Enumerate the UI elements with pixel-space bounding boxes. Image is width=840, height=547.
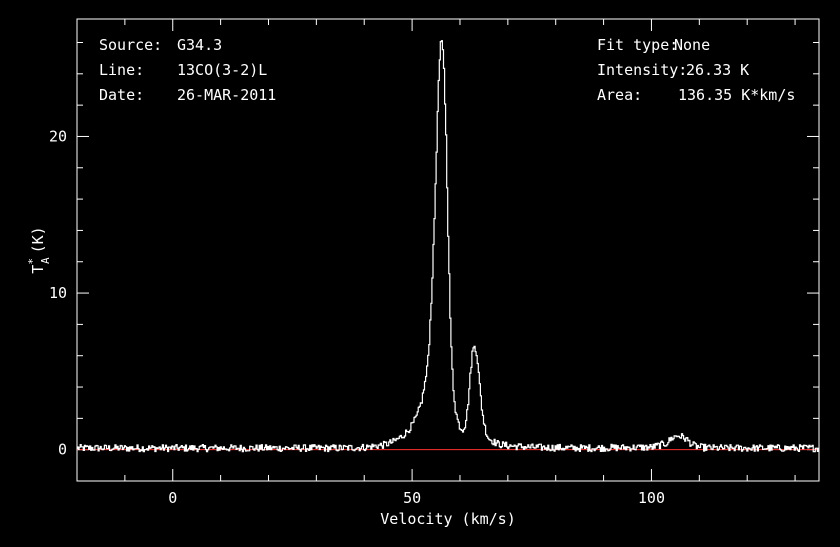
fit-type-label: Fit type: bbox=[597, 36, 678, 54]
intensity-label: Intensity: bbox=[597, 61, 687, 79]
spectrum-line bbox=[77, 40, 819, 453]
y-label-main: T bbox=[29, 265, 47, 274]
y-tick-label: 0 bbox=[58, 441, 67, 459]
line-value: 13CO(3-2)L bbox=[177, 61, 267, 79]
fit-type-value: None bbox=[674, 36, 710, 54]
source-value: G34.3 bbox=[177, 36, 222, 54]
line-label: Line: bbox=[99, 61, 144, 79]
y-tick-label: 10 bbox=[49, 284, 67, 302]
y-tick-label: 20 bbox=[49, 127, 67, 145]
x-tick-label: 100 bbox=[638, 489, 665, 507]
x-axis-label: Velocity (km/s) bbox=[380, 510, 515, 528]
x-tick-label: 50 bbox=[403, 489, 421, 507]
y-label-sup: * bbox=[26, 258, 39, 265]
y-axis-label-text: T*A (K) bbox=[26, 226, 52, 273]
date-value: 26-MAR-2011 bbox=[177, 86, 276, 104]
y-label-sub: A bbox=[39, 257, 52, 264]
y-label-units: (K) bbox=[29, 226, 47, 253]
info-left: Source: G34.3 Line: 13CO(3-2)L Date: 26-… bbox=[99, 36, 276, 104]
y-axis-label: T*A (K) bbox=[26, 226, 52, 273]
date-label: Date: bbox=[99, 86, 144, 104]
source-label: Source: bbox=[99, 36, 162, 54]
x-tick-label: 0 bbox=[168, 489, 177, 507]
info-right: Fit type: None Intensity: 26.33 K Area: … bbox=[597, 36, 795, 104]
area-value: 136.35 K*km/s bbox=[678, 86, 795, 104]
area-label: Area: bbox=[597, 86, 642, 104]
axis-ticks: 0 50 100 0 10 20 bbox=[49, 19, 819, 507]
plot-frame bbox=[76, 18, 820, 482]
intensity-value: 26.33 K bbox=[686, 61, 749, 79]
